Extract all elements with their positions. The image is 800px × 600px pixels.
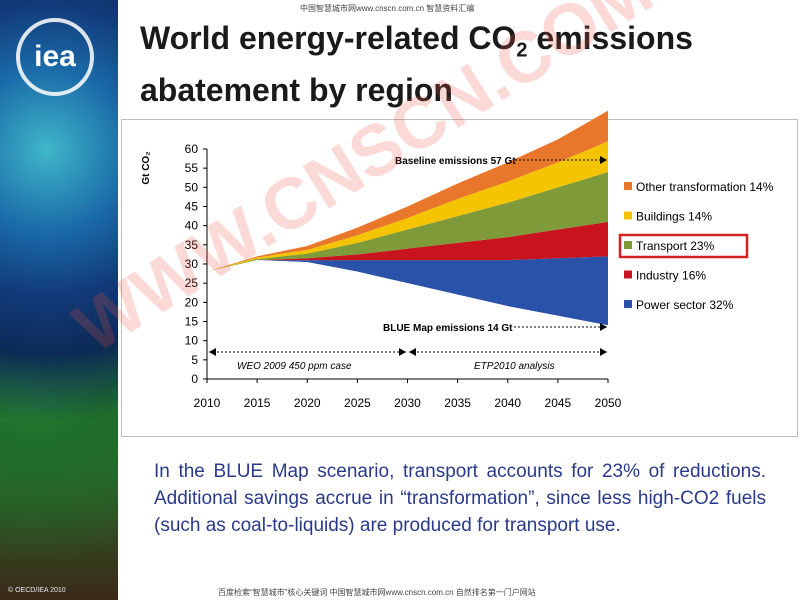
y-tick-label: 10 (185, 334, 199, 348)
weo-range-arrow-head-left (209, 348, 216, 356)
legend-label-transport: Transport 23% (636, 239, 715, 253)
legend-label-other: Other transformation 14% (636, 180, 774, 194)
legend-swatch-industry (624, 270, 632, 279)
legend-highlight-box (618, 233, 749, 259)
title-subscript: 2 (516, 39, 528, 62)
title-line1-end: emissions (527, 20, 693, 56)
etp-range-arrow-head-left (409, 348, 416, 356)
etp-label: ETP2010 analysis (474, 361, 555, 372)
x-tick-label: 2045 (545, 396, 572, 410)
top-watermark: 中国智慧城市网www.cnscn.com.cn 智慧资料汇编 (300, 4, 475, 13)
x-tick-label: 2040 (494, 396, 521, 410)
legend-swatch-buildings (624, 211, 632, 220)
legend-label-industry: Industry 16% (636, 269, 706, 283)
y-tick-label: 5 (191, 353, 198, 367)
x-tick-label: 2035 (444, 396, 471, 410)
slide-caption: In the BLUE Map scenario, transport acco… (154, 461, 766, 536)
y-tick-label: 60 (185, 142, 199, 156)
y-tick-label: 50 (185, 180, 199, 194)
title-line2: abatement by region (140, 72, 453, 109)
x-tick-label: 2030 (394, 396, 421, 410)
slide-title: World energy-related CO2 emissions abate… (140, 18, 693, 110)
legend-swatch-other (624, 182, 632, 190)
x-tick-label: 2025 (344, 396, 371, 410)
area-power (207, 256, 608, 326)
bottom-watermark: 百度检索“智慧城市”核心关键词 中国智慧城市网www.cnscn.com.cn … (218, 588, 536, 597)
y-tick-label: 20 (185, 295, 199, 309)
x-tick-label: 2015 (244, 396, 271, 410)
y-tick-label: 30 (185, 257, 199, 271)
weo-label: WEO 2009 450 ppm case (237, 361, 352, 372)
legend-label-buildings: Buildings 14% (636, 210, 712, 224)
y-tick-label: 35 (185, 238, 199, 252)
area-transport (207, 172, 608, 272)
legend-label-power: Power sector 32% (636, 298, 734, 312)
blue-map-label: BLUE Map emissions 14 Gt (383, 323, 513, 334)
y-axis-label: Gt CO₂ (141, 151, 152, 184)
y-tick-label: 40 (185, 219, 199, 233)
area-blue-map-residual (207, 260, 608, 379)
logo-text: iea (34, 40, 76, 73)
area-industry (207, 221, 608, 272)
x-tick-label: 2050 (595, 396, 622, 410)
y-tick-label: 45 (185, 200, 199, 214)
x-tick-label: 2010 (194, 396, 221, 410)
baseline-arrow-head-right (600, 156, 607, 164)
iea-logo: iea (16, 18, 94, 96)
sidebar-banner: iea © OECD/IEA 2010 (0, 0, 118, 600)
legend-swatch-power (624, 300, 632, 308)
copyright-text: © OECD/IEA 2010 (8, 587, 66, 594)
y-tick-label: 0 (191, 372, 198, 386)
x-tick-label: 2020 (294, 396, 321, 410)
etp-range-arrow-head-right (600, 348, 607, 356)
y-tick-label: 25 (185, 276, 199, 290)
blue-map-arrow-head-right (600, 323, 607, 331)
baseline-label: Baseline emissions 57 Gt (395, 156, 516, 167)
title-line1: World energy-related CO (140, 20, 517, 56)
y-tick-label: 15 (185, 315, 199, 329)
y-tick-label: 55 (185, 161, 199, 175)
weo-range-arrow-head-right (399, 348, 406, 356)
legend-swatch-transport (624, 241, 632, 249)
